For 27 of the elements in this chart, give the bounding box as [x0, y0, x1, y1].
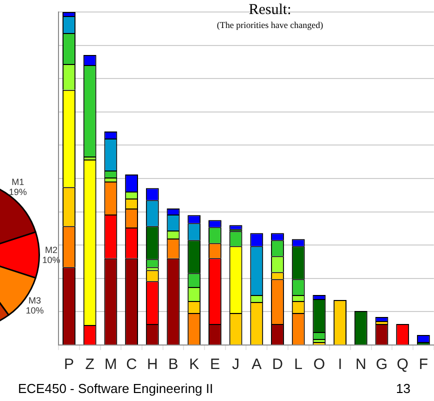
text: (The priorities have changed) [216, 20, 324, 30]
x-tick-label: L [294, 356, 303, 374]
x-tick-label: N [355, 356, 366, 374]
slice-label: M1 [12, 176, 24, 187]
x-tick-label: K [189, 356, 200, 374]
x-tick-label: Z [85, 356, 94, 374]
data-label: 10% [26, 306, 44, 316]
x-tick-label: E [210, 356, 220, 374]
text: 13 [396, 381, 410, 396]
x-tick-label: B [168, 356, 178, 374]
x-tick-label: J [232, 356, 240, 374]
x-tick-label: O [313, 356, 326, 374]
slice-label: M2 [44, 245, 58, 255]
x-tick-label: M [104, 356, 117, 374]
x-tick-label: F [418, 356, 428, 374]
x-tick-label: G [376, 356, 388, 374]
x-tick-label: I [338, 356, 342, 374]
chart-title: Result: [248, 2, 292, 19]
x-tick-label: A [252, 356, 262, 374]
x-tick-label: Q [396, 356, 408, 374]
x-tick-label: C [126, 356, 138, 374]
x-tick-label: D [272, 356, 284, 374]
text: ECE450 - Software Engineering II [18, 381, 214, 396]
x-tick-label: P [64, 356, 74, 374]
data-label: 19% [8, 186, 27, 197]
slice-label: M3 [28, 296, 42, 306]
x-tick-label: H [146, 356, 158, 374]
